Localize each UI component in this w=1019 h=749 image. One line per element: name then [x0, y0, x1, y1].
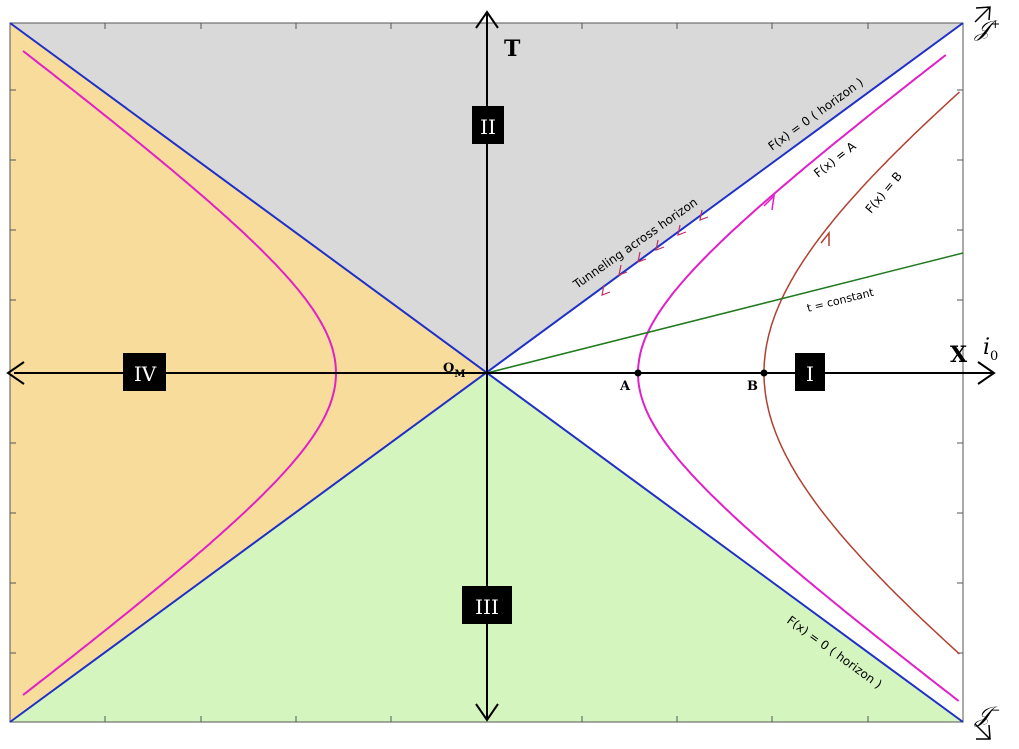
t-axis-arrow-down: [475, 703, 499, 722]
region-IV-label: IV: [134, 362, 157, 386]
scri-plus-label: 𝒥+: [974, 17, 1000, 42]
curve-B-label: F(x) = B: [863, 169, 905, 216]
region-I-box: [795, 353, 825, 391]
point-B-marker: [760, 369, 768, 377]
region-III-label: III: [475, 595, 499, 619]
point-B-label: B: [747, 379, 758, 394]
region-IV-box: [123, 353, 166, 391]
region-I-label: I: [806, 362, 814, 386]
frame-ticks: [10, 23, 963, 722]
x-axis-arrow-right: [977, 361, 996, 385]
scri-plus-arrow: [974, 6, 991, 23]
x-axis-arrow-left: [6, 361, 25, 385]
curve-A-label: F(x) = A: [811, 139, 859, 181]
curve-A-arrowhead: [763, 193, 776, 211]
x-axis-label: X: [950, 342, 968, 368]
t-axis-label: T: [504, 36, 521, 62]
scri-minus-label: 𝒥−: [974, 703, 1000, 728]
t-axis-arrow-up: [475, 10, 499, 29]
scri-minus-arrow: [974, 723, 991, 740]
region-II-box: [472, 106, 504, 144]
region-III-box: [462, 586, 512, 624]
point-A-label: A: [619, 379, 631, 394]
spatial-infinity-label: i0: [983, 335, 998, 364]
origin-label: OM: [443, 361, 465, 380]
tunneling-arrows: [601, 209, 709, 296]
point-A-marker: [634, 369, 642, 377]
region-II-label: II: [480, 115, 496, 139]
curve-B-arrowhead: [820, 230, 830, 246]
curve-F-equals-A: [637, 54, 960, 702]
t-constant-line: [486, 252, 964, 374]
